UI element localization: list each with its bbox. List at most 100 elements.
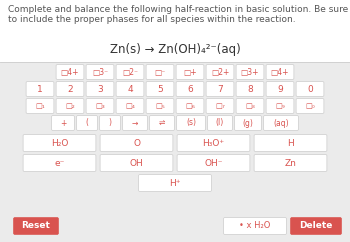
FancyBboxPatch shape: [176, 65, 204, 79]
FancyBboxPatch shape: [146, 82, 174, 96]
Text: (l): (l): [216, 119, 224, 128]
FancyBboxPatch shape: [23, 155, 96, 171]
Text: OH: OH: [130, 159, 144, 167]
Text: □₄: □₄: [125, 103, 135, 109]
Text: □₀: □₀: [305, 103, 315, 109]
FancyBboxPatch shape: [56, 65, 84, 79]
FancyBboxPatch shape: [266, 98, 294, 113]
FancyBboxPatch shape: [122, 116, 147, 130]
Text: H₂O: H₂O: [51, 138, 68, 148]
Text: □₂: □₂: [65, 103, 75, 109]
FancyBboxPatch shape: [100, 116, 120, 130]
FancyBboxPatch shape: [51, 116, 75, 130]
FancyBboxPatch shape: [177, 116, 205, 130]
Text: 6: 6: [187, 84, 193, 93]
Text: H₃O⁺: H₃O⁺: [202, 138, 225, 148]
FancyBboxPatch shape: [266, 65, 294, 79]
FancyBboxPatch shape: [236, 82, 264, 96]
FancyBboxPatch shape: [100, 135, 173, 151]
FancyBboxPatch shape: [296, 98, 324, 113]
FancyBboxPatch shape: [77, 116, 97, 130]
FancyBboxPatch shape: [176, 98, 204, 113]
FancyBboxPatch shape: [56, 98, 84, 113]
Text: □3⁻: □3⁻: [92, 68, 108, 76]
Text: e⁻: e⁻: [54, 159, 65, 167]
FancyBboxPatch shape: [26, 98, 54, 113]
FancyBboxPatch shape: [139, 174, 211, 191]
Text: H: H: [287, 138, 294, 148]
Text: Zn: Zn: [285, 159, 296, 167]
FancyBboxPatch shape: [208, 116, 232, 130]
FancyBboxPatch shape: [86, 65, 114, 79]
FancyBboxPatch shape: [146, 98, 174, 113]
FancyBboxPatch shape: [206, 98, 234, 113]
FancyBboxPatch shape: [86, 82, 114, 96]
FancyBboxPatch shape: [177, 135, 250, 151]
Text: 4: 4: [127, 84, 133, 93]
Text: □+: □+: [183, 68, 197, 76]
FancyBboxPatch shape: [56, 82, 84, 96]
FancyBboxPatch shape: [100, 155, 173, 171]
FancyBboxPatch shape: [264, 116, 299, 130]
Text: 3: 3: [97, 84, 103, 93]
Text: 8: 8: [247, 84, 253, 93]
Text: (g): (g): [243, 119, 253, 128]
FancyBboxPatch shape: [116, 82, 144, 96]
Text: Reset: Reset: [22, 221, 50, 230]
Text: □₆: □₆: [185, 103, 195, 109]
Text: 7: 7: [217, 84, 223, 93]
Text: (s): (s): [186, 119, 196, 128]
Text: □⁻: □⁻: [154, 68, 166, 76]
FancyBboxPatch shape: [26, 82, 54, 96]
FancyBboxPatch shape: [206, 82, 234, 96]
FancyBboxPatch shape: [206, 65, 234, 79]
FancyBboxPatch shape: [14, 218, 58, 234]
Text: □₉: □₉: [275, 103, 285, 109]
Text: □2⁻: □2⁻: [122, 68, 138, 76]
Text: □3+: □3+: [241, 68, 259, 76]
Text: • x H₂O: • x H₂O: [239, 221, 271, 230]
Text: □₃: □₃: [95, 103, 105, 109]
Text: (aq): (aq): [273, 119, 289, 128]
Text: O: O: [133, 138, 140, 148]
FancyBboxPatch shape: [296, 82, 324, 96]
FancyBboxPatch shape: [176, 82, 204, 96]
Text: OH⁻: OH⁻: [204, 159, 223, 167]
FancyBboxPatch shape: [254, 135, 327, 151]
Text: □4+: □4+: [271, 68, 289, 76]
Text: Zn(s) → Zn(OH)₄²⁻(aq): Zn(s) → Zn(OH)₄²⁻(aq): [110, 44, 240, 56]
FancyBboxPatch shape: [146, 65, 174, 79]
FancyBboxPatch shape: [86, 98, 114, 113]
FancyBboxPatch shape: [116, 98, 144, 113]
FancyBboxPatch shape: [234, 116, 261, 130]
Text: ⇌: ⇌: [159, 119, 165, 128]
Text: Delete: Delete: [299, 221, 333, 230]
FancyBboxPatch shape: [177, 155, 250, 171]
FancyBboxPatch shape: [116, 65, 144, 79]
FancyBboxPatch shape: [224, 218, 286, 234]
Text: 0: 0: [307, 84, 313, 93]
FancyBboxPatch shape: [149, 116, 174, 130]
Text: 1: 1: [37, 84, 43, 93]
Text: H⁺: H⁺: [169, 179, 181, 188]
Text: (: (: [85, 119, 89, 128]
FancyBboxPatch shape: [236, 65, 264, 79]
Bar: [0, 0, 350, 62]
Text: □₈: □₈: [245, 103, 255, 109]
Text: 2: 2: [67, 84, 73, 93]
Text: Complete and balance the following half-reaction in basic solution. Be sure
to i: Complete and balance the following half-…: [8, 5, 348, 24]
Text: □₁: □₁: [35, 103, 45, 109]
Text: □₅: □₅: [155, 103, 165, 109]
Text: →: →: [132, 119, 138, 128]
FancyBboxPatch shape: [290, 218, 341, 234]
FancyBboxPatch shape: [254, 155, 327, 171]
Text: 5: 5: [157, 84, 163, 93]
Text: ): ): [108, 119, 112, 128]
FancyBboxPatch shape: [266, 82, 294, 96]
Text: □4+: □4+: [61, 68, 79, 76]
Text: +: +: [60, 119, 66, 128]
Text: 9: 9: [277, 84, 283, 93]
FancyBboxPatch shape: [236, 98, 264, 113]
Text: □2+: □2+: [211, 68, 229, 76]
FancyBboxPatch shape: [23, 135, 96, 151]
